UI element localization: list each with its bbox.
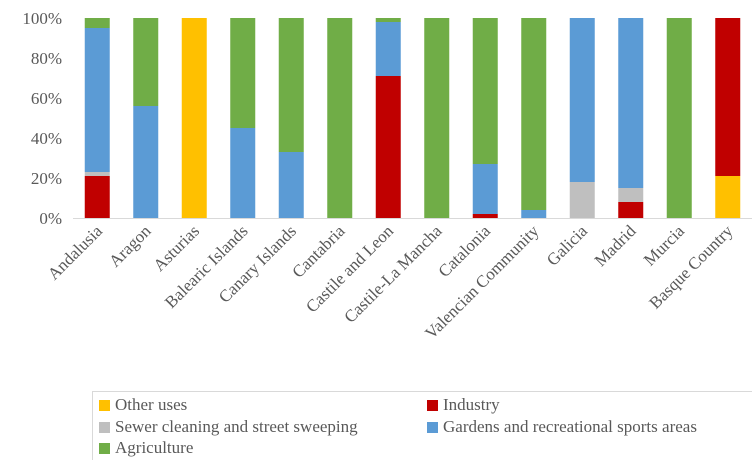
bar-segment-other-uses	[715, 176, 741, 218]
legend-label-sewer-cleaning: Sewer cleaning and street sweeping	[115, 417, 358, 436]
legend-label-gardens: Gardens and recreational sports areas	[443, 417, 697, 436]
legend-label-other-uses: Other uses	[115, 395, 188, 414]
legend-swatch-other-uses	[99, 399, 110, 411]
bar-segment-gardens-and-recreational-sports-areas	[84, 28, 110, 172]
bar-segment-gardens-and-recreational-sports-areas	[618, 18, 644, 188]
x-tick-label: Aragon	[105, 221, 155, 271]
legend-swatch-gardens	[427, 421, 438, 433]
bar-segment-agriculture	[133, 18, 159, 106]
bar-segment-gardens-and-recreational-sports-areas	[278, 152, 304, 218]
bar-segment-sewer-cleaning-and-street-sweeping	[84, 172, 110, 176]
legend: Other uses Industry Sewer cleaning and s…	[92, 391, 752, 460]
bar-segment-sewer-cleaning-and-street-sweeping	[569, 182, 595, 218]
bar-segment-industry	[618, 202, 644, 218]
y-axis: 0% 20% 40% 60% 80% 100%	[22, 9, 62, 228]
y-tick-label: 20%	[31, 169, 62, 188]
legend-swatch-industry	[427, 399, 438, 411]
legend-item-agriculture: Agriculture	[99, 438, 193, 458]
bar-segment-industry	[84, 176, 110, 218]
bar-segment-industry	[472, 214, 498, 218]
legend-label-agriculture: Agriculture	[115, 438, 194, 457]
y-tick-label: 0%	[39, 209, 62, 228]
bar-segment-gardens-and-recreational-sports-areas	[569, 18, 595, 182]
plot-area	[84, 18, 741, 218]
bar-segment-gardens-and-recreational-sports-areas	[230, 128, 256, 218]
y-tick-label: 40%	[31, 129, 62, 148]
legend-item-sewer-cleaning: Sewer cleaning and street sweeping	[99, 417, 358, 437]
legend-item-industry: Industry	[427, 395, 500, 415]
bar-segment-agriculture	[230, 18, 256, 128]
bar-segment-agriculture	[84, 18, 110, 28]
bar-segment-agriculture	[424, 18, 450, 218]
x-tick-label: Galicia	[543, 221, 591, 269]
x-tick-label: Castile and Leon	[302, 221, 397, 316]
bar-segment-gardens-and-recreational-sports-areas	[472, 164, 498, 214]
bar-segment-gardens-and-recreational-sports-areas	[133, 106, 159, 218]
x-tick-label: Basque Country	[645, 221, 737, 313]
bar-segment-agriculture	[521, 18, 547, 210]
bar-segment-agriculture	[327, 18, 353, 218]
bar-segment-agriculture	[472, 18, 498, 164]
bar-segment-other-uses	[181, 18, 207, 218]
x-tick-label: Andalusia	[44, 221, 106, 283]
legend-item-gardens: Gardens and recreational sports areas	[427, 417, 697, 437]
bar-segment-agriculture	[666, 18, 692, 218]
bar-segment-agriculture	[278, 18, 304, 152]
y-tick-label: 80%	[31, 49, 62, 68]
legend-label-industry: Industry	[443, 395, 500, 414]
y-tick-label: 100%	[22, 9, 62, 28]
bar-segment-sewer-cleaning-and-street-sweeping	[618, 188, 644, 202]
y-tick-label: 60%	[31, 89, 62, 108]
bar-segment-agriculture	[375, 18, 401, 22]
x-tick-label: Balearic Islands	[161, 221, 252, 312]
legend-item-other-uses: Other uses	[99, 395, 187, 415]
legend-swatch-sewer-cleaning	[99, 421, 110, 433]
bar-segment-industry	[715, 18, 741, 176]
bar-segment-industry	[375, 76, 401, 218]
bar-segment-gardens-and-recreational-sports-areas	[521, 210, 547, 218]
legend-swatch-agriculture	[99, 442, 110, 454]
x-tick-label: Madrid	[591, 221, 640, 270]
stacked-bar-chart: 0% 20% 40% 60% 80% 100% Andalusia AragonAsturi…	[22, 9, 752, 343]
bar-segment-gardens-and-recreational-sports-areas	[375, 22, 401, 76]
